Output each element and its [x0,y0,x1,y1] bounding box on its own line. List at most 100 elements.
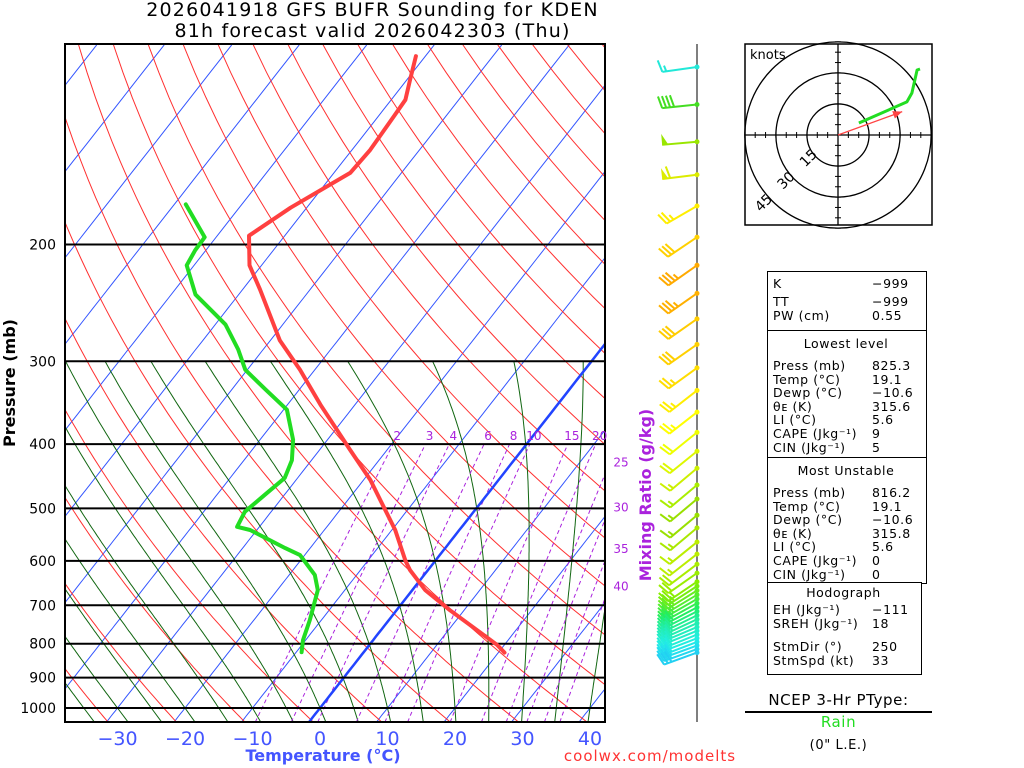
summary-index-value: 0.55 [872,308,903,323]
moist-adiabat-line [65,587,163,722]
moist-adiabat-line [269,361,424,722]
most-unstable-index-value: 0 [872,566,881,582]
mixing-ratio-line [449,443,569,722]
summary-index-label: K [773,276,782,291]
lowest-level-index-value: 825.3 [872,358,911,373]
lowest-level-box [767,330,927,459]
pressure-tick-label: 800 [29,637,56,653]
temperature-tick-label: 0 [314,728,326,750]
most-unstable-index-value: 19.1 [872,498,903,514]
lowest-level-index-label: CAPE (Jkg⁻¹) [773,426,858,441]
mixing-ratio-label: 40 [613,580,628,594]
lowest-level-index-label: CIN (Jkg⁻¹) [773,439,846,455]
moist-adiabat-line [65,361,294,722]
wind-barb [658,316,700,340]
freezing-isotherm [308,342,605,722]
lowest-level-index-label: Temp (°C) [773,371,841,387]
dry-adiabat-line [78,44,588,722]
isotherm-line [65,44,165,173]
wind-barb [659,496,700,523]
temperature-tick-label: 20 [443,728,467,750]
isotherm-line [376,429,605,722]
hodograph-index-value: 33 [872,653,890,668]
temperature-tick-label: 40 [578,728,602,750]
dry-adiabat-line [65,317,383,722]
mixing-ratio-label: 20 [592,429,607,443]
wind-barb [659,387,700,413]
isotherm-line [443,515,605,722]
summary-index-label: PW (cm) [773,308,830,323]
mixing-ratio-label: 15 [564,429,579,443]
hodograph-indices-title: Hodograph [806,585,881,600]
dry-adiabat-line [65,408,314,722]
credit-link[interactable]: coolwx.com/modelts [564,747,736,765]
most-unstable-index-label: Press (mb) [773,485,846,500]
title-line-1: 2026041918 GFS BUFR Sounding for KDEN [146,0,599,21]
wind-barb [659,539,700,565]
wind-barb [659,465,700,492]
temperature-tick-label: −20 [165,728,205,750]
dry-adiabat-line [65,115,520,722]
dry-adiabat-line [65,582,177,722]
hodograph-trace [858,67,921,125]
most-unstable-index-value: 816.2 [872,485,911,500]
dry-adiabat-line [65,496,246,722]
pressure-tick-label: 500 [29,501,56,517]
isotherm-line [65,44,570,690]
dewpoint-profile [183,202,320,655]
moist-adiabat-line [150,361,359,722]
ptype-value: Rain [820,713,857,731]
mixing-ratio-label: 2 [393,429,401,443]
isotherm-line [173,170,605,722]
profiles [183,54,507,655]
most-unstable-index-label: Temp (°C) [773,498,841,514]
lowest-level-index-value: 19.1 [872,371,903,387]
isotherm-line [511,601,605,722]
x-axis-title: Temperature (°C) [245,746,400,765]
hodograph-index-label: StmDir (°) [773,639,843,654]
mixing-ratio-line [526,518,605,722]
mixing-ratio-line [543,559,605,722]
mixing-ratio-line [254,443,394,722]
pressure-tick-label: 300 [29,354,56,370]
summary-indices-box [767,271,927,332]
ptype-amount: (0" L.E.) [809,738,868,753]
moist-adiabat-line [587,605,605,722]
summary-index-label: TT [773,294,790,309]
dry-adiabat-line [357,44,605,355]
temperature-tick-label: 10 [375,728,399,750]
mixing-ratio-label: 10 [526,429,541,443]
pressure-tick-label: 900 [29,671,56,687]
wind-barb [661,133,700,146]
moist-adiabat-line [65,484,229,722]
most-unstable-index-label: Dewp (°C) [773,512,843,528]
wind-barb [659,448,700,475]
mixing-ratio-label: 25 [613,455,628,469]
storm-motion-vector [837,111,903,136]
moist-adiabat-line [432,361,490,722]
moist-adiabat-line [104,361,327,722]
dry-adiabat-line [252,44,605,492]
summary-index-value: −999 [872,294,909,309]
most-unstable-index-value: 5.6 [872,539,894,555]
mixing-ratio-label: 3 [426,429,434,443]
wind-barb [657,203,700,225]
isotherm-line [65,44,368,431]
wind-barb [660,166,700,181]
hodograph-indices-box [767,582,922,675]
most-unstable-index-value: −10.6 [872,512,914,528]
wind-barb [656,60,700,73]
pressure-gridlines [65,243,605,709]
most-unstable-index-label: LI (°C) [773,539,817,555]
mixing-ratio-line [559,597,605,722]
mixing-ratio-label: 4 [450,429,458,443]
lowest-level-index-value: 9 [872,426,881,441]
lowest-level-index-label: Press (mb) [773,358,846,373]
mixing-ratio-label: 6 [484,429,492,443]
moist-adiabat-line [554,361,584,722]
wind-barb [658,365,700,390]
moist-adiabat-line [65,537,196,722]
mixing-ratio-label: 30 [613,501,628,515]
wind-barb [659,512,700,539]
dry-adiabat-line [65,220,451,722]
